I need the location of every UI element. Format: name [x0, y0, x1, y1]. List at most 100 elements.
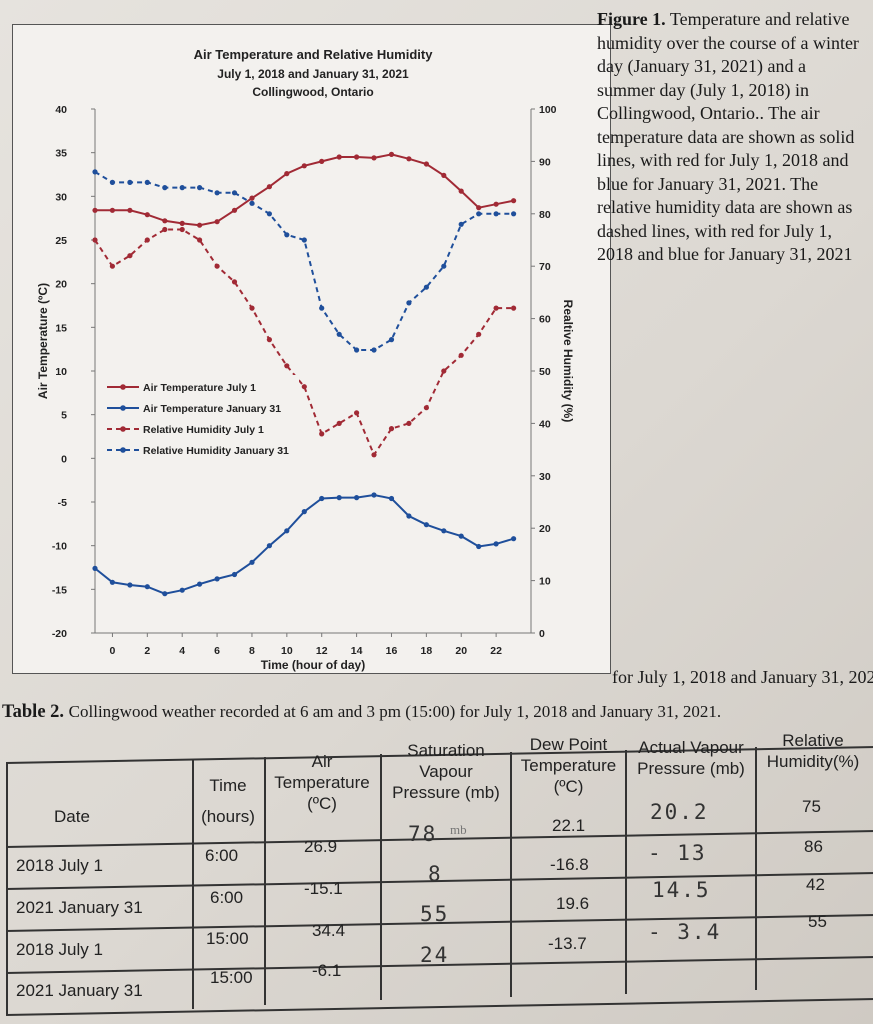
series-3-point — [127, 253, 133, 259]
y2-tick-label: 20 — [539, 523, 551, 535]
header-air-line2: Temperature — [274, 773, 370, 792]
x-tick-label: 4 — [179, 645, 185, 657]
series-2-point — [144, 584, 150, 590]
header-act-line2: Pressure (mb) — [637, 759, 745, 778]
header-sat-line2: Vapour — [419, 762, 473, 781]
y2-tick-label: 70 — [539, 261, 551, 273]
table-row-3-sat: 55 — [420, 902, 450, 926]
table-title: Table 2. Collingwood weather recorded at… — [2, 702, 721, 723]
series-4-point — [336, 331, 342, 337]
figure-note: for July 1, 2018 and January 31, 2021. — [612, 667, 873, 687]
y2-tick-label: 60 — [539, 314, 551, 326]
table-row-1-sat: 78 — [408, 822, 438, 846]
table-title-label: Table 2. — [2, 702, 65, 722]
series-4-point — [371, 347, 377, 353]
series-3-point — [458, 352, 464, 358]
series-3-point — [179, 226, 185, 233]
series-1-point — [441, 172, 447, 178]
y-tick-label: 15 — [55, 322, 67, 334]
series-3-point — [406, 420, 412, 426]
x-tick-label: 20 — [455, 645, 467, 657]
table-row-2-sat: 8 — [428, 862, 443, 886]
table-row-3-dew: 19.6 — [556, 894, 590, 913]
table-row-2-rh: 86 — [804, 837, 823, 856]
series-4-point — [354, 347, 360, 353]
series-4-point — [197, 185, 203, 191]
table-row-3-act: 14.5 — [652, 878, 711, 902]
x-tick-label: 12 — [316, 645, 328, 657]
series-4-point — [127, 179, 133, 185]
x-tick-label: 16 — [386, 645, 398, 657]
series-1-point — [127, 207, 133, 213]
y-tick-label: 30 — [55, 191, 67, 203]
series-2-point — [354, 495, 360, 501]
y-tick-label: 25 — [55, 235, 67, 247]
y-tick-label: 40 — [55, 104, 67, 116]
series-2-point — [214, 576, 220, 582]
series-2-point — [249, 559, 255, 565]
legend-entry-2: Air Temperature January 31 — [143, 403, 281, 415]
chart-svg: Air Temperature and Relative Humidity Jul… — [36, 47, 575, 672]
series-3-point — [301, 384, 307, 390]
series-1-point — [144, 212, 150, 218]
y-tick-label: 20 — [55, 279, 67, 291]
x-tick-label: 6 — [214, 645, 220, 657]
series-1-point — [476, 205, 482, 211]
y-tick-label: 10 — [55, 366, 67, 378]
x-tick-label: 14 — [351, 645, 363, 657]
series-4-point — [423, 284, 429, 290]
chart-subtitle-location: Collingwood, Ontario — [252, 85, 373, 99]
series-3-point — [493, 305, 499, 311]
x-tick-label: 0 — [110, 645, 116, 657]
series-3-point — [214, 263, 220, 269]
header-air-line3: (ºC) — [307, 794, 337, 813]
table-row-3-time: 15:00 — [206, 929, 249, 948]
series-2-point — [179, 587, 185, 593]
y-tick-label: 35 — [55, 148, 67, 160]
figure-caption-text: Temperature and relative humidity over t… — [597, 9, 859, 264]
header-dew-point: Dew Point Temperature (ºC) — [512, 734, 625, 797]
series-line-4 — [94, 171, 514, 351]
series-2-point — [197, 581, 203, 587]
series-2-point — [319, 495, 325, 502]
header-act-line1: Actual Vapour — [638, 738, 744, 757]
series-4-point — [406, 300, 412, 306]
series-2-point — [336, 495, 342, 501]
series-3-point — [388, 426, 395, 432]
legend-box — [101, 375, 299, 463]
header-relative-humidity: Relative Humidity(%) — [757, 730, 869, 772]
chart-title: Air Temperature and Relative Humidity — [194, 47, 434, 62]
series-3-point — [249, 305, 255, 311]
legend-entry-4: Relative Humidity January 31 — [143, 445, 289, 457]
series-3-point — [441, 368, 447, 374]
series-2-point — [458, 533, 464, 539]
legend-marker-1 — [120, 384, 126, 390]
table-row-1-date: 2018 July 1 — [16, 856, 103, 875]
series-2-point — [127, 582, 133, 588]
chart-frame: Air Temperature and Relative Humidity Jul… — [12, 24, 611, 674]
table-row-4-act: - 3.4 — [648, 920, 722, 944]
y-tick-label: 0 — [61, 453, 67, 465]
series-2-point — [109, 579, 115, 585]
series-1-point — [92, 207, 98, 213]
header-dew-line1: Dew Point — [529, 735, 608, 754]
series-1-point — [249, 195, 255, 201]
series-2-point — [162, 591, 168, 597]
header-saturation-vapour-pressure: Saturation Vapour Pressure (mb) — [382, 740, 510, 803]
series-3-point — [92, 237, 98, 243]
y2-tick-label: 40 — [539, 418, 551, 430]
series-1-point — [388, 151, 395, 157]
series-1-point — [423, 161, 429, 167]
series-2-point — [406, 513, 412, 519]
series-4-point — [441, 263, 447, 269]
table-row-2-date: 2021 January 31 — [16, 898, 143, 917]
series-3-point — [354, 410, 360, 416]
header-date: Date — [54, 807, 90, 826]
series-4-point — [319, 305, 325, 311]
series-4-point — [301, 237, 307, 243]
header-time: Time (hours) — [194, 770, 262, 832]
legend-marker-4 — [120, 447, 126, 453]
series-1-point — [109, 207, 115, 213]
table-row-2-act: - 13 — [648, 841, 707, 865]
